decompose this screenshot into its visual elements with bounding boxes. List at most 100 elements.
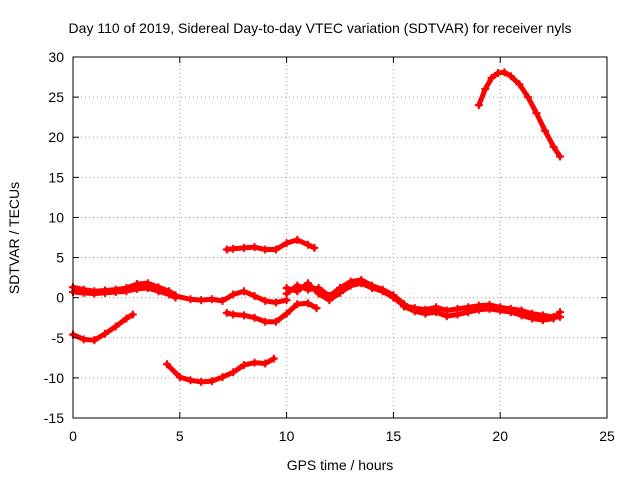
series-arc-h [222,235,319,254]
series-line [173,288,290,305]
data-point [538,316,547,325]
data-point [229,290,238,299]
series-arc-f [162,354,278,386]
data-point [271,298,280,307]
data-point [197,296,206,305]
data-point [312,304,321,313]
data-point [79,288,88,297]
x-tick-label: 5 [176,428,184,444]
data-point [432,308,441,317]
data-point [453,310,462,319]
y-axis-label: SDTVAR / TECUs [6,181,22,295]
y-tick-label: 15 [48,169,64,185]
series-arc-c2 [282,279,409,310]
y-tick-label: 10 [48,209,64,225]
data-point [197,377,206,386]
data-point [410,307,419,316]
data-point [239,361,248,370]
data-point [487,73,496,82]
data-point [207,295,216,304]
data-point [171,292,180,301]
series-line [401,302,563,320]
data-point [506,72,515,81]
series-line [476,69,563,159]
data-point [293,300,302,309]
data-point [90,336,99,345]
series-arc-g [222,299,321,326]
data-point [421,309,430,318]
y-tick-label: 30 [48,49,64,65]
data-point [293,235,302,244]
data-point [128,310,137,319]
data-point [261,296,270,305]
data-point [250,313,259,322]
data-point [229,310,238,319]
data-point [271,245,280,254]
series-arc-i [474,68,565,161]
data-point [186,376,195,385]
data-point [250,358,259,367]
series-line [284,280,407,309]
data-point [549,314,558,323]
data-point [282,239,291,248]
data-point [250,292,259,301]
data-point [250,243,259,252]
data-point [532,109,541,118]
plot-frame [72,56,608,419]
y-tick-label: 20 [48,129,64,145]
data-point [186,295,195,304]
data-point [229,368,238,377]
data-point [218,296,227,305]
y-tick-label: 25 [48,89,64,105]
data-point [261,317,270,326]
series-arc-d2 [400,302,565,325]
data-point [111,322,120,331]
x-axis-label: GPS time / hours [286,457,394,473]
data-point [229,244,238,253]
data-point [271,317,280,326]
data-point [239,311,248,320]
data-point [310,243,319,252]
data-point [207,377,216,386]
y-tick-label: -15 [44,410,64,426]
data-point [282,284,291,293]
series-line [224,300,320,325]
data-point [357,279,366,288]
data-point [165,290,174,299]
data-point [101,329,110,338]
data-point [90,289,99,298]
data-point [261,245,270,254]
data-point [122,287,131,296]
data-point [474,305,483,314]
data-point [282,309,291,318]
data-point [101,288,110,297]
series-arc-b [171,287,291,307]
data-point [293,287,302,296]
data-point [303,299,312,308]
series-line [224,237,317,253]
y-tick-label: -5 [52,330,65,346]
data-point [133,284,142,293]
data-point [464,308,473,317]
x-tick-label: 0 [69,428,77,444]
x-tick-label: 10 [279,428,295,444]
data-point [162,360,171,369]
data-point [175,373,184,382]
data-point [389,293,398,302]
data-point [261,359,270,368]
y-tick-label: 0 [56,290,64,306]
data-point [481,85,490,94]
x-tick-label: 20 [492,428,508,444]
data-point [400,302,409,311]
x-tick-label: 15 [386,428,402,444]
data-point [303,279,312,288]
data-point [528,314,537,323]
series-line [401,303,563,323]
data-point [154,287,163,296]
data-point [368,284,377,293]
data-point [500,68,509,77]
data-point [143,284,152,293]
data-point [474,101,483,110]
